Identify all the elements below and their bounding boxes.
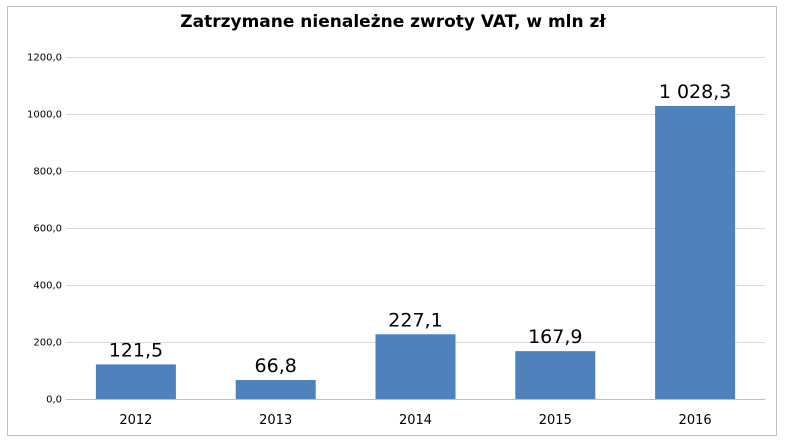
x-axis: 2012 2013 2014 2015 2016 (119, 413, 711, 428)
bar (375, 334, 456, 399)
bar (235, 379, 316, 399)
x-tick-label: 2012 (119, 413, 152, 428)
y-tick-label: 400,0 (33, 281, 62, 292)
gridlines (66, 57, 765, 400)
y-tick-label: 600,0 (33, 224, 62, 235)
data-label: 1 028,3 (659, 81, 732, 103)
bar (95, 364, 176, 399)
y-axis: 0,0 200,0 400,0 600,0 800,0 1000,0 1200,0 (27, 53, 62, 406)
data-label: 227,1 (388, 309, 442, 331)
bars (95, 105, 736, 399)
bar (655, 105, 736, 399)
bar (515, 351, 596, 399)
y-tick-label: 1000,0 (27, 110, 62, 121)
y-tick-label: 0,0 (46, 395, 62, 406)
y-tick-label: 200,0 (33, 338, 62, 349)
chart-title: Zatrzymane nienależne zwroty VAT, w mln … (180, 12, 606, 32)
x-tick-label: 2016 (679, 413, 712, 428)
data-label: 121,5 (109, 339, 163, 361)
y-tick-label: 1200,0 (27, 53, 62, 64)
x-tick-label: 2013 (259, 413, 292, 428)
data-label: 167,9 (528, 326, 582, 348)
data-label: 66,8 (255, 355, 297, 377)
x-tick-label: 2015 (539, 413, 572, 428)
x-tick-label: 2014 (399, 413, 432, 428)
data-labels: 121,5 66,8 227,1 167,9 1 028,3 (109, 81, 732, 377)
y-tick-label: 800,0 (33, 167, 62, 178)
